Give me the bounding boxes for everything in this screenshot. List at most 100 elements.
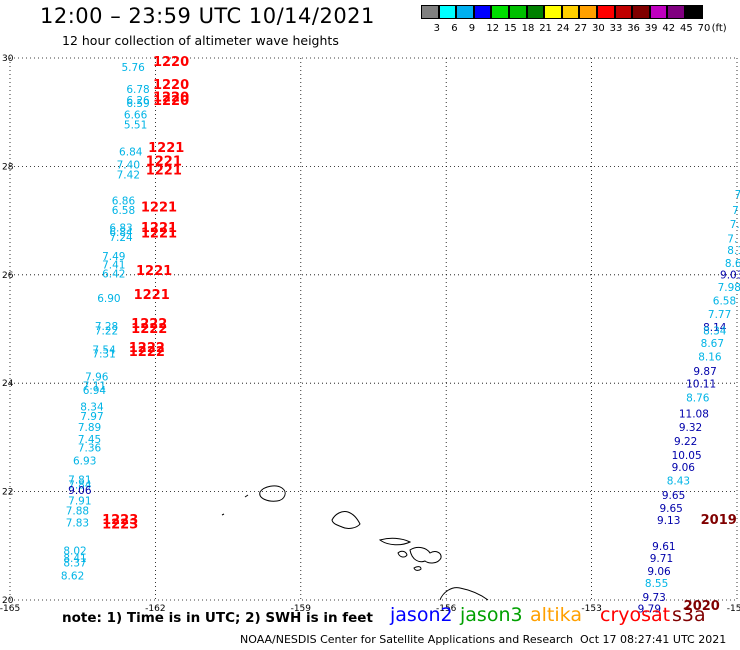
satellite-legend-jason3: jason3	[460, 604, 523, 626]
x-tick-label: -165	[0, 604, 20, 614]
wave-height-label: 6.84	[119, 147, 143, 159]
scale-label: 42	[662, 23, 676, 34]
wave-height-label: 7.97	[80, 411, 103, 423]
satellite-legend-s3a: s3a	[672, 604, 706, 626]
wave-height-label: 7.77	[708, 309, 731, 321]
wave-height-label: 10.11	[686, 379, 716, 391]
scale-label: 15	[504, 23, 517, 34]
scale-swatch	[579, 5, 597, 19]
wave-height-label: 8.62	[61, 570, 84, 582]
wave-height-label: 7.	[730, 219, 740, 231]
wave-height-label: 7	[735, 189, 740, 201]
scale-swatch	[421, 5, 439, 19]
x-tick-label: -162	[145, 604, 165, 614]
scale-swatch	[632, 5, 650, 19]
scale-swatch	[649, 5, 668, 19]
maui-island	[409, 546, 442, 564]
wave-height-label: 6.26	[126, 95, 150, 107]
wave-height-label: 8.43	[667, 476, 690, 488]
pass-time-label: 2019	[701, 513, 737, 528]
wave-height-label: 6.42	[102, 269, 125, 281]
wave-height-label: 7.11	[83, 381, 106, 393]
scale-label: 70	[697, 23, 711, 34]
pass-time-label: 1222	[131, 322, 167, 337]
scale-label: 33	[609, 23, 623, 34]
wave-height-label: 8.16	[698, 351, 722, 363]
scale-label: 21	[539, 23, 552, 34]
wave-height-label: 7.36	[78, 442, 102, 454]
pass-time-label: 1223	[102, 517, 138, 532]
scale-label: 18	[521, 23, 535, 34]
wave-height-label: 7.40	[117, 160, 140, 172]
credit-line: NOAA/NESDIS Center for Satellite Applica…	[240, 633, 574, 646]
wave-height-label: 10.05	[672, 450, 702, 462]
pass-time-label: 1221	[136, 264, 172, 279]
scale-swatch	[614, 5, 633, 19]
wave-height-label: 9.13	[657, 515, 680, 527]
wave-height-label: 9.06	[672, 462, 696, 474]
pass-time-label: 1220	[153, 55, 189, 70]
wave-height-label: 9.03	[720, 270, 740, 282]
scale-label: 24	[556, 23, 570, 34]
wave-height-label: 6.93	[73, 456, 96, 468]
wave-height-label: 6.78	[126, 84, 149, 96]
y-tick-label: 22	[2, 488, 13, 498]
wave-height-label: 6.83	[109, 222, 132, 234]
hawaii-coastline	[221, 485, 489, 601]
scale-swatch	[491, 5, 509, 19]
y-tick-label: 24	[2, 379, 14, 389]
pass-time-label: 1223	[102, 513, 138, 528]
satellite-legend-jason2: jason2	[390, 604, 453, 626]
wave-height-label: 9.22	[674, 436, 697, 448]
wave-height-label: 7.28	[95, 321, 118, 333]
wave-height-label: 9.06	[647, 566, 671, 578]
scale-swatch	[685, 5, 703, 19]
wave-height-label: 7.91	[68, 496, 91, 508]
scale-label: 6	[451, 23, 458, 34]
wave-height-label: 7.	[727, 233, 737, 245]
niihau-island	[221, 513, 225, 516]
scale-swatch	[667, 5, 685, 19]
pass-time-label: 1222	[131, 317, 167, 332]
map-title: 12:00 – 23:59 UTC 10/14/2021	[40, 4, 375, 28]
wave-height-label: 6.84	[109, 227, 133, 239]
wave-height-label: 7.89	[78, 422, 101, 434]
small-islet	[244, 494, 249, 498]
wave-height-label: 11.08	[679, 408, 709, 420]
wave-height-label: 9.73	[642, 592, 665, 604]
hawaii-big-island	[439, 587, 489, 601]
wave-height-label: 9.65	[659, 503, 682, 515]
pass-time-label: 1221	[134, 288, 170, 303]
x-tick-label: -159	[291, 604, 312, 614]
scale-swatch	[561, 5, 580, 19]
wave-height-label: 8.34	[80, 401, 104, 413]
wave-height-label: 7.42	[117, 169, 140, 181]
wave-height-label: 6.90	[97, 293, 120, 305]
pass-time-label: 1220	[153, 90, 189, 105]
pass-time-label: 1222	[129, 341, 165, 356]
wave-height-label: 5.76	[121, 62, 145, 74]
lat-lon-grid: -165 -162 -159 -156 -153 -150 20 22 24 26 28 30	[0, 54, 740, 614]
wave-height-label: 7.49	[102, 251, 125, 263]
wave-height-label: 8.67	[701, 338, 724, 350]
scale-swatch	[438, 5, 457, 19]
wave-height-label: 7.83	[66, 517, 89, 529]
wave-height-label: 7.88	[66, 505, 89, 517]
pass-time-label: 2020	[684, 599, 720, 614]
scale-swatch	[544, 5, 562, 19]
wave-height-label: 8.76	[686, 393, 710, 405]
wave-height-label: 9.87	[693, 366, 716, 378]
scale-swatch	[526, 5, 545, 19]
satellite-legend-cryosat: cryosat	[600, 604, 671, 626]
pass-time-label: 1221	[146, 154, 182, 169]
y-tick-label: 20	[2, 596, 14, 606]
wave-height-label: 9.65	[662, 490, 685, 502]
scale-label: 36	[627, 23, 640, 34]
x-tick-label: -150	[727, 604, 740, 614]
lanai-island	[397, 550, 408, 558]
map-subtitle: 12 hour collection of altimeter wave hei…	[62, 33, 339, 48]
oahu-island	[331, 511, 361, 529]
pass-time-label: 1222	[129, 345, 165, 360]
wave-height-label: 6.66	[124, 110, 148, 122]
scale-swatch	[597, 5, 615, 19]
